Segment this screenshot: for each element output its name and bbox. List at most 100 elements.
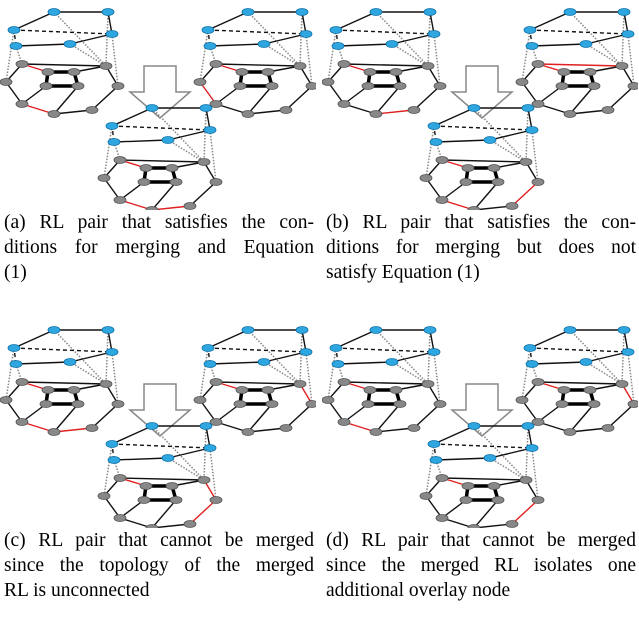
underlay-node	[422, 63, 434, 70]
underlay-node	[556, 83, 568, 90]
overlay-node	[64, 359, 76, 366]
overlay-edge	[112, 108, 152, 126]
underlay-node	[436, 475, 448, 482]
underlay-edge	[608, 86, 634, 110]
overlay-node	[146, 105, 158, 112]
underlay-edge	[216, 382, 300, 384]
underlay-edge	[190, 500, 216, 524]
underlay-node	[100, 63, 112, 70]
caption-line: additional overlay node	[326, 578, 636, 603]
underlay-edge	[570, 86, 594, 114]
vertical-link	[526, 426, 528, 480]
underlay-node	[72, 401, 84, 408]
overlay-node	[430, 457, 442, 464]
panel-a: (a) RL pair that satisfies the con-ditio…	[0, 0, 316, 312]
underlay-node	[558, 69, 570, 76]
underlay-node	[492, 179, 504, 186]
caption-line: ditions for merging but does not	[326, 235, 636, 260]
underlay-node	[48, 429, 60, 436]
vertical-link	[622, 330, 624, 384]
vertical-link	[428, 12, 430, 66]
underlay-node	[436, 197, 448, 204]
underlay-node	[434, 401, 446, 408]
overlay-node	[430, 139, 442, 146]
underlay-node	[112, 401, 124, 408]
overlay-node	[618, 327, 630, 334]
underlay-node	[98, 493, 110, 500]
overlay-edge	[264, 352, 306, 362]
overlay-node	[428, 349, 440, 356]
underlay-node	[86, 425, 98, 432]
overlay-edge	[434, 444, 532, 448]
overlay-node	[296, 9, 308, 16]
vertical-link	[428, 330, 430, 384]
underlay-node	[556, 401, 568, 408]
overlay-edge	[70, 34, 112, 44]
underlay-node	[364, 69, 376, 76]
underlay-node	[210, 61, 222, 68]
underlay-node	[234, 401, 246, 408]
overlay-edge	[208, 330, 248, 348]
underlay-node	[266, 401, 278, 408]
underlay-edge	[286, 86, 312, 110]
overlay-node	[258, 359, 270, 366]
caption-line: (d) RL pair that cannot be merged	[326, 528, 636, 553]
overlay-node	[332, 43, 344, 50]
underlay-edge	[512, 500, 538, 524]
overlay-node	[428, 123, 440, 130]
underlay-node	[488, 483, 500, 490]
overlay-node	[332, 361, 344, 368]
overlay-edge	[530, 348, 628, 352]
overlay-edge	[434, 426, 474, 444]
overlay-edge	[168, 130, 210, 140]
overlay-node	[526, 445, 538, 452]
underlay-node	[506, 203, 518, 210]
underlay-node	[72, 83, 84, 90]
diagram	[322, 318, 638, 528]
overlay-node	[526, 127, 538, 134]
overlay-node	[522, 105, 534, 112]
overlay-node	[300, 31, 312, 38]
underlay-node	[198, 477, 210, 484]
underlay-node	[0, 79, 12, 86]
underlay-node	[616, 381, 628, 388]
underlay-node	[86, 107, 98, 114]
overlay-node	[300, 349, 312, 356]
underlay-node	[488, 165, 500, 172]
underlay-node	[616, 63, 628, 70]
underlay-node	[210, 497, 222, 504]
overlay-node	[106, 349, 118, 356]
underlay-node	[40, 401, 52, 408]
underlay-node	[558, 387, 570, 394]
merge-arrow	[452, 384, 512, 436]
underlay-edge	[344, 64, 428, 66]
caption: (a) RL pair that satisfies the con-ditio…	[4, 210, 314, 285]
overlay-edge	[338, 44, 392, 46]
vertical-link	[570, 330, 622, 384]
caption-line: since the topology of the merged	[4, 553, 314, 578]
underlay-edge	[376, 86, 400, 114]
overlay-node	[204, 361, 216, 368]
overlay-edge	[436, 458, 490, 460]
overlay-edge	[70, 352, 112, 362]
underlay-edge	[570, 404, 594, 432]
underlay-node	[370, 429, 382, 436]
overlay-node	[618, 9, 630, 16]
underlay-node	[306, 401, 316, 408]
underlay-edge	[54, 404, 78, 432]
underlay-node	[138, 497, 150, 504]
underlay-node	[140, 165, 152, 172]
overlay-edge	[336, 12, 376, 30]
underlay-node	[194, 397, 206, 404]
underlay-node	[338, 379, 350, 386]
vertical-link	[106, 12, 108, 66]
merge-arrow	[452, 66, 512, 118]
overlay-edge	[114, 140, 168, 142]
diagram	[0, 318, 316, 528]
underlay-node	[194, 79, 206, 86]
overlay-node	[428, 441, 440, 448]
underlay-node	[166, 165, 178, 172]
underlay-node	[602, 107, 614, 114]
